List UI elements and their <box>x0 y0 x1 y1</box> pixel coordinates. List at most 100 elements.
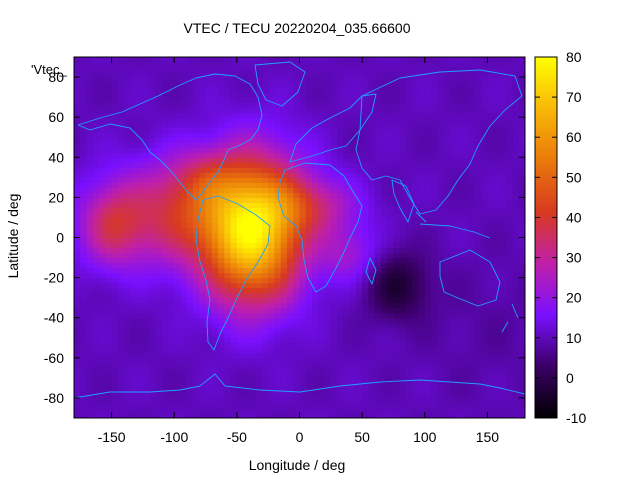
heat-cell <box>136 82 144 88</box>
heat-cell <box>280 57 288 63</box>
heat-cell <box>236 267 244 274</box>
heat-cell <box>286 162 294 168</box>
heat-cell <box>249 312 257 319</box>
heat-cell <box>274 307 282 314</box>
heat-cell <box>86 407 94 414</box>
heat-cell <box>224 332 232 339</box>
heat-cell <box>224 222 232 229</box>
heat-cell <box>255 347 263 354</box>
heat-cell <box>493 382 501 389</box>
heat-cell <box>136 402 144 409</box>
heat-cell <box>337 287 344 294</box>
heat-cell <box>443 157 451 163</box>
heat-cell <box>468 362 476 369</box>
heat-cell <box>211 77 219 83</box>
heat-cell <box>74 372 81 379</box>
heat-cell <box>337 322 344 329</box>
heat-cell <box>124 412 131 418</box>
heat-cell <box>205 57 213 63</box>
heat-cell <box>305 67 313 73</box>
heat-cell <box>199 342 207 349</box>
heat-cell <box>218 122 225 128</box>
heat-cell <box>399 382 407 389</box>
heat-cell <box>268 312 276 319</box>
heat-cell <box>80 202 88 209</box>
heat-cell <box>117 102 125 108</box>
heat-cell <box>136 112 144 118</box>
heat-cell <box>355 202 363 209</box>
heat-cell <box>180 157 188 163</box>
heat-cell <box>412 212 420 219</box>
heat-cell <box>117 112 125 118</box>
heat-cell <box>105 382 113 389</box>
heat-cell <box>318 257 326 264</box>
heat-cell <box>199 172 207 178</box>
heat-cell <box>193 317 200 324</box>
heat-cell <box>387 372 395 379</box>
heat-cell <box>412 77 420 83</box>
heat-cell <box>92 342 100 349</box>
heat-cell <box>142 362 150 369</box>
heat-cell <box>299 337 307 344</box>
heat-cell <box>481 377 489 384</box>
heat-cell <box>456 237 463 244</box>
heat-cell <box>431 147 438 153</box>
heat-cell <box>380 92 388 98</box>
heat-cell <box>174 287 182 294</box>
heat-cell <box>186 157 194 163</box>
heat-cell <box>318 77 326 83</box>
heat-cell <box>149 87 157 93</box>
heat-cell <box>180 242 188 249</box>
heat-cell <box>456 377 463 384</box>
heat-cell <box>318 247 326 254</box>
heat-cell <box>418 87 426 93</box>
heat-cell <box>199 117 207 123</box>
heat-cell <box>343 137 351 143</box>
heat-cell <box>199 127 207 133</box>
heat-cell <box>155 137 163 143</box>
heat-cell <box>268 272 276 279</box>
heat-cell <box>218 97 225 103</box>
heat-cell <box>286 112 294 118</box>
heat-cell <box>99 192 106 198</box>
heat-cell <box>293 232 301 239</box>
heat-cell <box>111 297 119 304</box>
heat-cell <box>293 207 301 214</box>
heat-cell <box>211 382 219 389</box>
heat-cell <box>186 97 194 103</box>
heat-cell <box>161 257 169 264</box>
heat-cell <box>280 157 288 163</box>
heat-cell <box>355 207 363 214</box>
heat-cell <box>261 82 269 88</box>
heat-cell <box>343 407 351 414</box>
heat-cell <box>261 152 269 158</box>
heat-cell <box>230 392 238 399</box>
heat-cell <box>374 152 382 158</box>
heat-cell <box>74 257 81 264</box>
heat-cell <box>124 297 131 304</box>
heat-cell <box>299 367 307 374</box>
heat-cell <box>362 367 369 374</box>
heat-cell <box>205 322 213 329</box>
heat-cell <box>136 57 144 63</box>
heat-cell <box>318 302 326 309</box>
heat-cell <box>243 397 250 404</box>
heat-cell <box>399 402 407 409</box>
heat-cell <box>274 272 282 279</box>
heat-cell <box>186 177 194 183</box>
heat-cell <box>74 192 81 198</box>
heat-cell <box>299 172 307 178</box>
heat-cell <box>299 287 307 294</box>
heat-cell <box>468 387 476 394</box>
heat-cell <box>299 402 307 409</box>
heat-cell <box>437 77 445 83</box>
heat-cell <box>149 167 157 173</box>
heat-cell <box>424 167 432 173</box>
heat-cell <box>349 262 357 269</box>
heat-cell <box>205 352 213 359</box>
heat-cell <box>86 412 94 418</box>
heat-cell <box>318 402 326 409</box>
heat-cell <box>462 367 470 374</box>
heat-cell <box>337 402 344 409</box>
heat-cell <box>161 167 169 173</box>
